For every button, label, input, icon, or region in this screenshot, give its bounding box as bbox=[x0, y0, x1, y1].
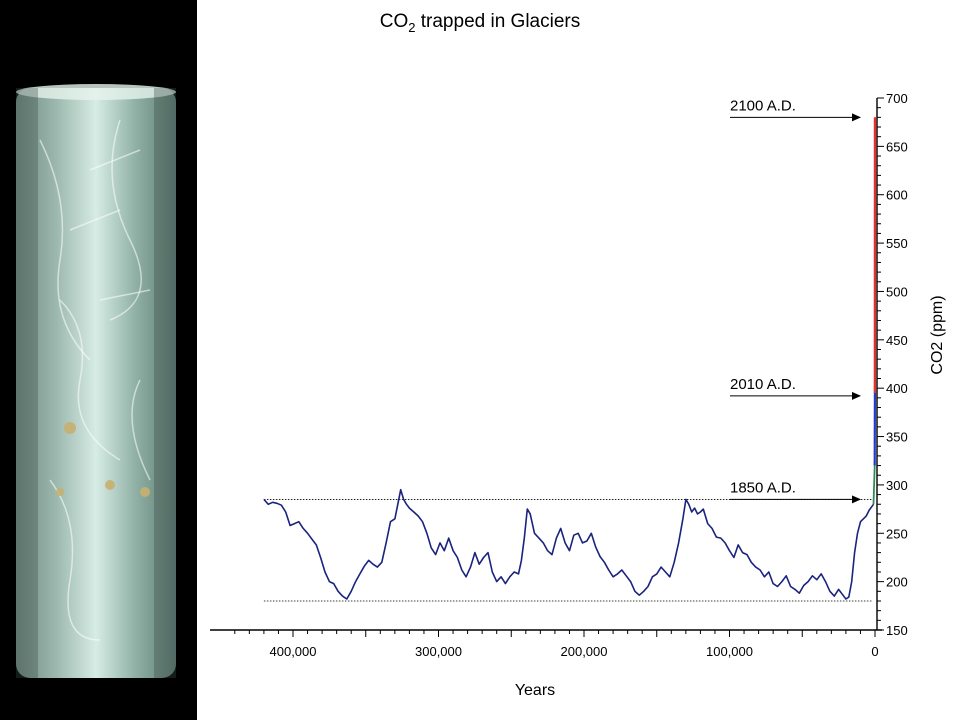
y-tick-label: 400 bbox=[886, 381, 908, 396]
x-tick-label: 200,000 bbox=[561, 644, 608, 659]
x-tick-label: 0 bbox=[871, 644, 878, 659]
y-tick-label: 350 bbox=[886, 430, 908, 445]
y-tick-label: 250 bbox=[886, 526, 908, 541]
co2-series bbox=[264, 117, 875, 599]
annotation-label: 2010 A.D. bbox=[730, 376, 796, 393]
annotation-label: 2100 A.D. bbox=[730, 97, 796, 114]
y-tick-label: 700 bbox=[886, 91, 908, 106]
y-axis: 150 200 250 300 350 400 450 500 550 600 650 700 bbox=[877, 91, 908, 638]
x-tick-label: 400,000 bbox=[270, 644, 317, 659]
y-axis-label: CO2 (ppm) bbox=[929, 295, 946, 374]
y-tick-label: 450 bbox=[886, 333, 908, 348]
y-tick-label: 550 bbox=[886, 236, 908, 251]
x-tick-label: 300,000 bbox=[415, 644, 462, 659]
co2-history-line bbox=[264, 490, 874, 599]
annotation-label: 1850 A.D. bbox=[730, 479, 796, 496]
x-axis-label: Years bbox=[515, 682, 555, 699]
y-tick-label: 150 bbox=[886, 623, 908, 638]
x-axis: 400,000 300,000 200,000 100,000 0 bbox=[210, 630, 882, 659]
y-tick-label: 600 bbox=[886, 188, 908, 203]
reference-lines bbox=[264, 499, 872, 601]
y-tick-label: 650 bbox=[886, 139, 908, 154]
y-tick-label: 300 bbox=[886, 478, 908, 493]
x-tick-label: 100,000 bbox=[706, 644, 753, 659]
y-tick-label: 500 bbox=[886, 284, 908, 299]
date-annotations: 2100 A.D. 2010 A.D. 1850 A.D. bbox=[730, 97, 860, 499]
chart-title: CO2 trapped in Glaciers bbox=[380, 11, 580, 35]
y-tick-label: 200 bbox=[886, 575, 908, 590]
co2-industrial-line bbox=[874, 466, 875, 505]
